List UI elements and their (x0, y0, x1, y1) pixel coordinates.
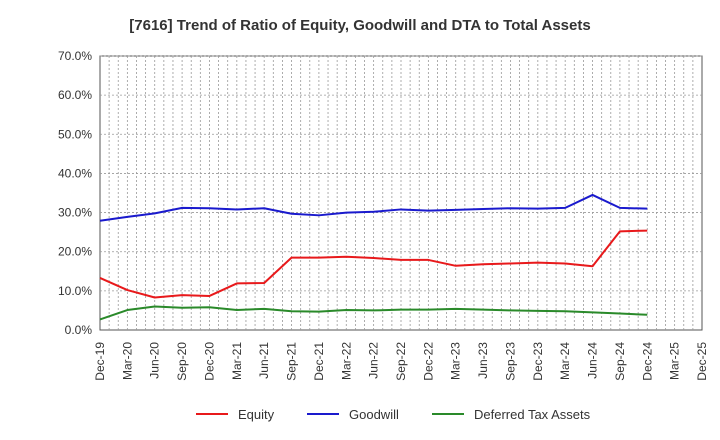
x-tick-label: Sep-22 (394, 342, 408, 381)
y-tick-label: 40.0% (58, 166, 92, 180)
x-tick-label: Dec-24 (640, 342, 654, 381)
series-line-deferred-tax-assets (99, 305, 648, 321)
x-tick-label: Mar-23 (449, 342, 463, 380)
legend-label: Deferred Tax Assets (474, 407, 591, 422)
x-tick-label: Dec-20 (202, 342, 216, 381)
x-tick-label: Sep-21 (285, 342, 299, 381)
legend-label: Goodwill (349, 407, 399, 422)
x-axis: Dec-19 Mar-20 Jun-20 Sep-20 Dec-20 Mar-21 Jun-… (93, 342, 709, 381)
x-tick-label: Dec-23 (531, 342, 545, 381)
x-tick-label: Sep-20 (175, 342, 189, 381)
x-tick-label: Mar-22 (339, 342, 353, 380)
series-line-equity (99, 229, 648, 299)
y-tick-label: 70.0% (58, 49, 92, 63)
x-tick-label: Sep-23 (503, 342, 517, 381)
grid (100, 55, 702, 330)
x-tick-label: Jun-21 (257, 342, 271, 379)
y-tick-label: 20.0% (58, 245, 92, 259)
x-tick-label: Dec-21 (312, 342, 326, 381)
series-lines (99, 193, 648, 321)
x-tick-label: Sep-24 (613, 342, 627, 381)
series-line-goodwill (99, 193, 648, 222)
x-tick-label: Mar-24 (558, 342, 572, 380)
y-tick-label: 10.0% (58, 284, 92, 298)
y-tick-label: 0.0% (65, 323, 93, 337)
x-tick-label: Mar-21 (230, 342, 244, 380)
x-tick-label: Dec-25 (695, 342, 709, 381)
x-tick-label: Jun-24 (586, 342, 600, 379)
x-tick-label: Jun-22 (367, 342, 381, 379)
y-tick-label: 50.0% (58, 127, 92, 141)
y-axis: 0.0% 10.0% 20.0% 30.0% 40.0% 50.0% 60.0% 70.0% (58, 49, 92, 337)
y-tick-label: 30.0% (58, 206, 92, 220)
x-tick-label: Mar-25 (668, 342, 682, 380)
y-tick-label: 60.0% (58, 88, 92, 102)
chart-title: [7616] Trend of Ratio of Equity, Goodwil… (129, 17, 590, 34)
x-tick-label: Jun-23 (476, 342, 490, 379)
x-tick-label: Jun-20 (148, 342, 162, 379)
x-tick-label: Dec-22 (421, 342, 435, 381)
x-tick-label: Mar-20 (120, 342, 134, 380)
legend-label: Equity (238, 407, 275, 422)
legend: Equity Goodwill Deferred Tax Assets (196, 407, 591, 422)
x-tick-label: Dec-19 (93, 342, 107, 381)
